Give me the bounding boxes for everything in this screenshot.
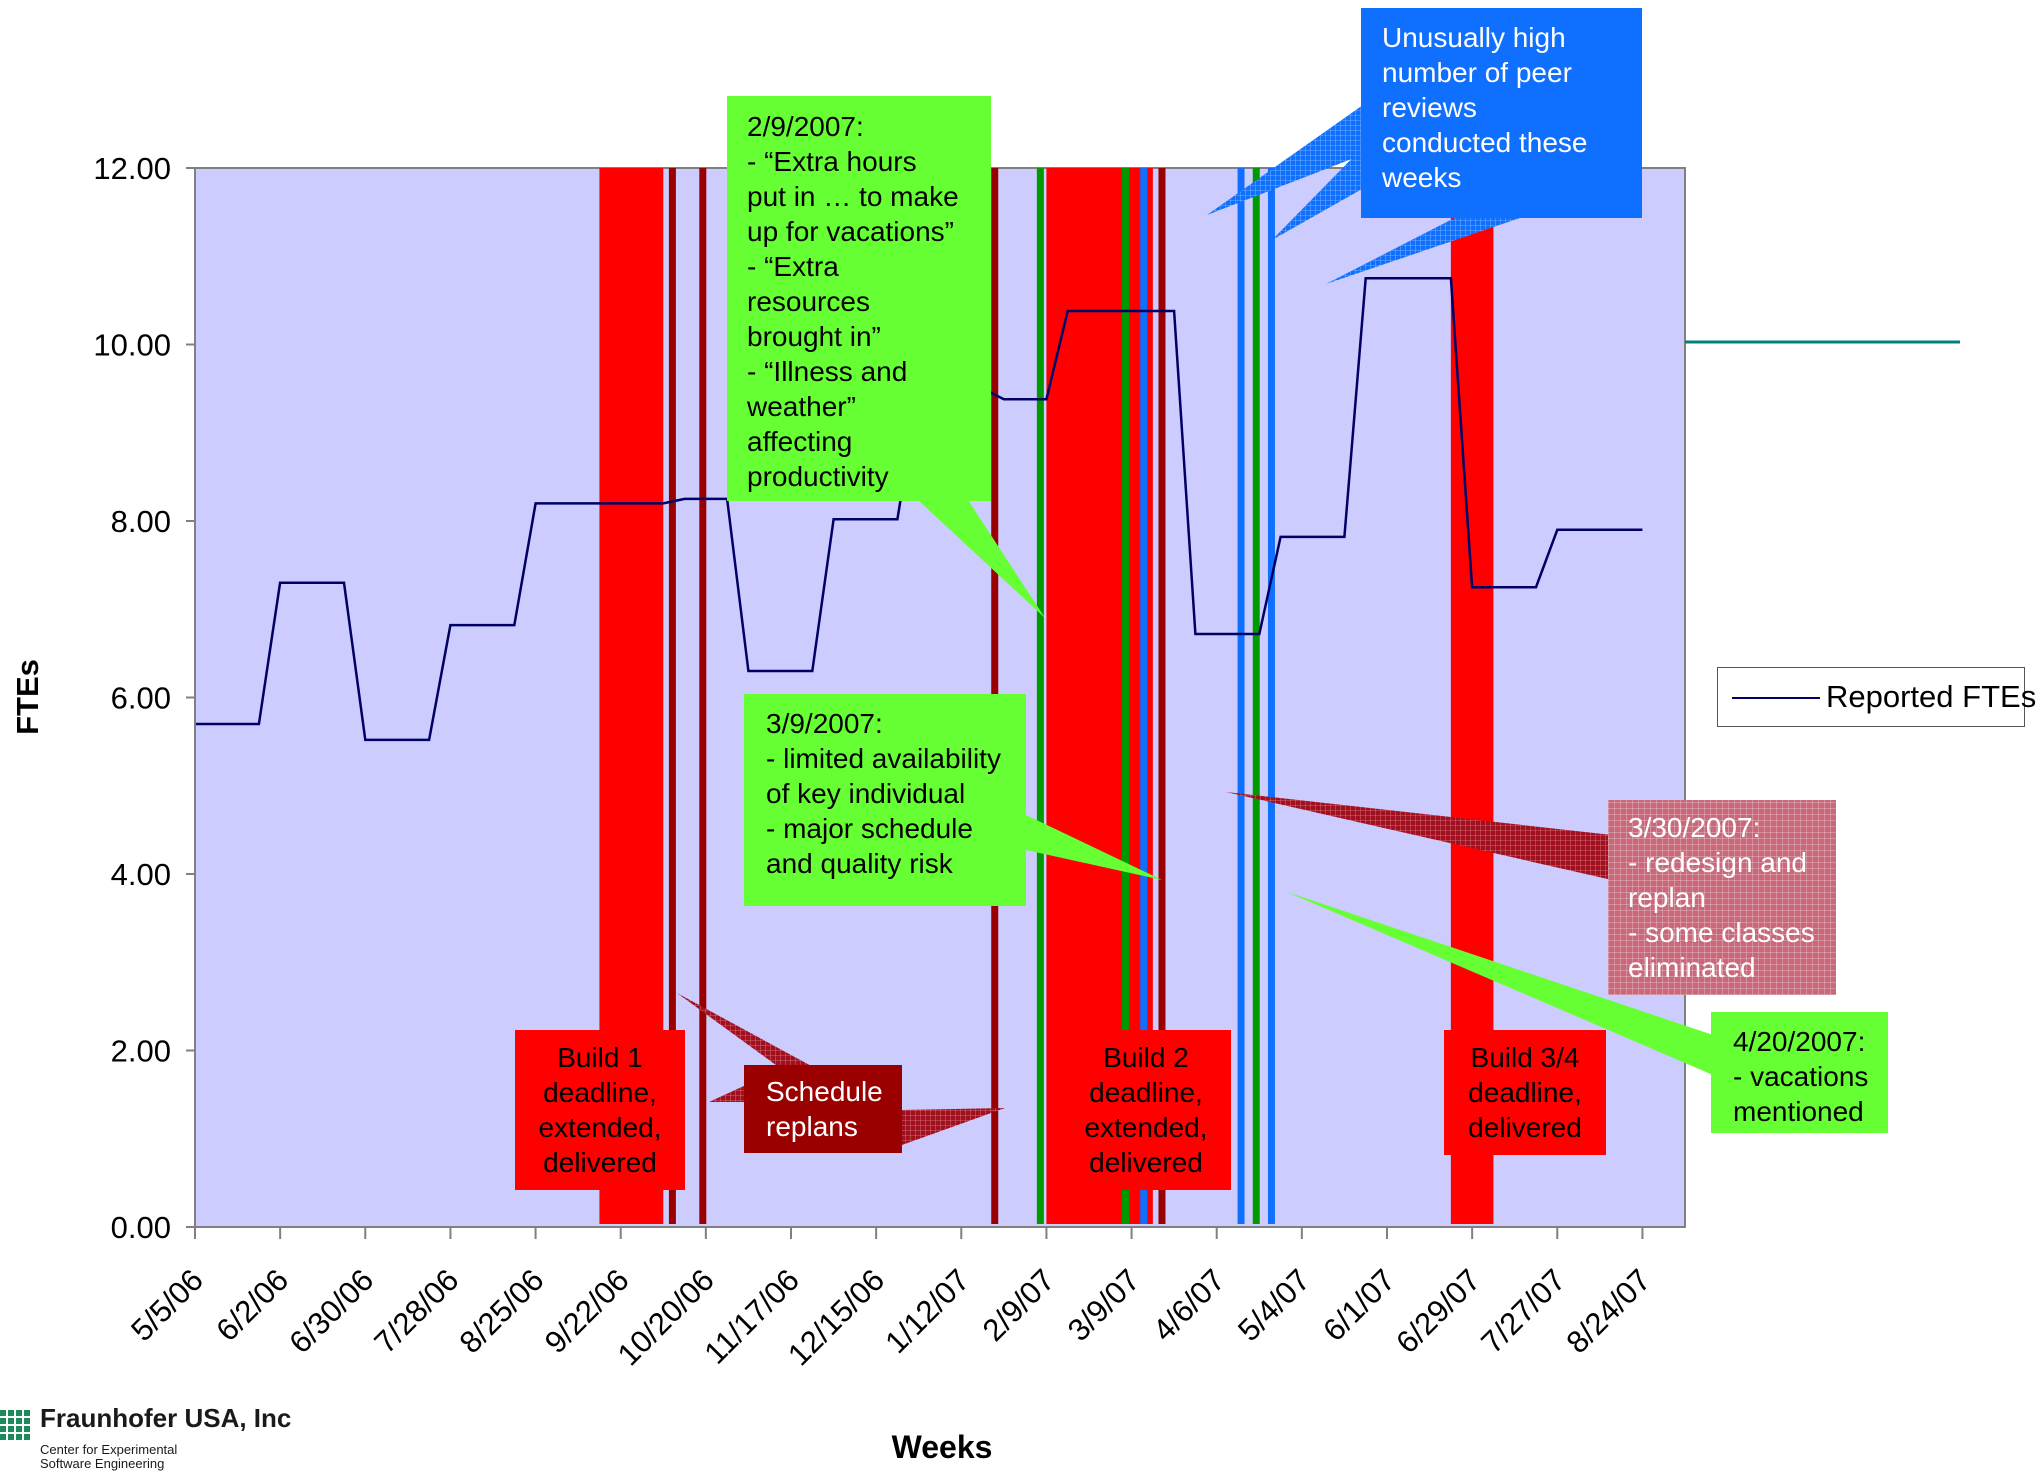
footer-sub1: Center for Experimental: [40, 1442, 177, 1457]
callout-line: - “Extra: [747, 249, 971, 284]
x-tick-label: 5/5/06: [124, 1262, 210, 1348]
callout-line: Build 1: [525, 1040, 675, 1075]
legend-label: Reported FTEs: [1826, 679, 2036, 715]
callout-line: weather”: [747, 389, 971, 424]
callout-line: delivered: [1071, 1145, 1221, 1180]
x-tick-label: 4/6/07: [1146, 1262, 1232, 1348]
callout-line: - limited availability: [766, 741, 1004, 776]
callout-line: 3/30/2007:: [1628, 810, 1816, 845]
callout-line: and quality risk: [766, 846, 1004, 881]
callout-line: extended,: [1071, 1110, 1221, 1145]
callout-line: resources: [747, 284, 971, 319]
callout-line: 4/20/2007:: [1733, 1024, 1866, 1059]
callout-line: - redesign and: [1628, 845, 1816, 880]
footer-sub2: Software Engineering: [40, 1456, 164, 1471]
callout-line: affecting: [747, 424, 971, 459]
x-tick-label: 2/9/07: [976, 1262, 1062, 1348]
callout-line: extended,: [525, 1110, 675, 1145]
legend: Reported FTEs: [1717, 667, 2025, 727]
callout-line: Schedule: [766, 1074, 880, 1109]
callout-line: deadline,: [1071, 1075, 1221, 1110]
callout-line: up for vacations”: [747, 214, 971, 249]
callout-line: deadline,: [525, 1075, 675, 1110]
x-tick-label: 6/29/07: [1389, 1262, 1487, 1360]
callout-line: - “Extra hours: [747, 144, 971, 179]
y-tick-label: 4.00: [111, 857, 171, 892]
y-tick-label: 12.00: [93, 151, 171, 186]
x-tick-label: 8/25/06: [453, 1262, 551, 1360]
x-tick-label: 6/30/06: [282, 1262, 380, 1360]
callout-line: - vacations: [1733, 1059, 1866, 1094]
callout-line: reviews: [1382, 90, 1621, 125]
legend-swatch: [1732, 697, 1820, 699]
callout-line: - major schedule: [766, 811, 1004, 846]
callout-line: mentioned: [1733, 1094, 1866, 1129]
callout-line: conducted these: [1382, 125, 1621, 160]
callout-line: Unusually high: [1382, 20, 1621, 55]
x-tick-label: 3/9/07: [1061, 1262, 1147, 1348]
y-axis: 0.00 2.00 4.00 6.00 8.00 10.00 12.00: [93, 151, 195, 1245]
x-tick-label: 7/27/07: [1474, 1262, 1572, 1360]
y-tick-label: 2.00: [111, 1034, 171, 1069]
x-axis-label: Weeks: [892, 1429, 993, 1465]
callout-line: - some classes: [1628, 915, 1816, 950]
callout-line: - “Illness and: [747, 354, 971, 389]
callout-line: delivered: [525, 1145, 675, 1180]
x-tick-label: 7/28/06: [367, 1262, 465, 1360]
callout-line: 2/9/2007:: [747, 109, 971, 144]
callout-line: of key individual: [766, 776, 1004, 811]
callout-line: number of peer: [1382, 55, 1621, 90]
callout-line: replan: [1628, 880, 1816, 915]
footer-org: Fraunhofer USA, Inc: [40, 1403, 291, 1434]
callout-line: put in … to make: [747, 179, 971, 214]
y-tick-label: 6.00: [111, 681, 171, 716]
callout-line: weeks: [1382, 160, 1621, 195]
fraunhofer-logo-icon: [0, 1410, 32, 1450]
callout-line: eliminated: [1628, 950, 1816, 985]
y-tick-label: 0.00: [111, 1210, 171, 1245]
y-axis-label: FTEs: [10, 659, 45, 735]
callout-line: Build 3/4: [1454, 1040, 1596, 1075]
callout-line: productivity: [747, 459, 971, 494]
x-tick-label: 8/24/07: [1559, 1262, 1657, 1360]
callout-line: replans: [766, 1109, 880, 1144]
footer-logo: Fraunhofer USA, Inc Center for Experimen…: [0, 1400, 310, 1465]
x-tick-label: 1/12/07: [878, 1262, 976, 1360]
callout-line: delivered: [1454, 1110, 1596, 1145]
callout-line: deadline,: [1454, 1075, 1596, 1110]
callout-line: 3/9/2007:: [766, 706, 1004, 741]
x-tick-label: 5/4/07: [1231, 1262, 1317, 1348]
callout-line: Build 2: [1071, 1040, 1221, 1075]
callout-line: brought in”: [747, 319, 971, 354]
y-tick-label: 10.00: [93, 328, 171, 363]
y-tick-label: 8.00: [111, 504, 171, 539]
